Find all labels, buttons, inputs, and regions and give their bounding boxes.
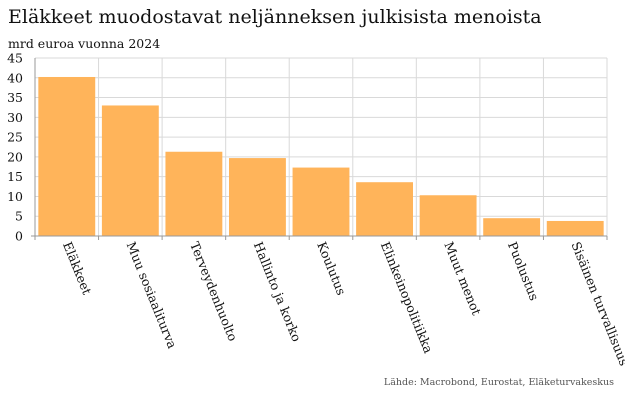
chart-title: Eläkkeet muodostavat neljänneksen julkis… (8, 6, 542, 28)
y-tick-label: 30 (7, 110, 23, 125)
x-tick-label: Koulutus (314, 240, 349, 298)
bar (292, 167, 350, 236)
x-tick-label: Terveydenhuolto (187, 240, 241, 344)
y-tick-label: 5 (15, 209, 23, 224)
y-tick-label: 10 (7, 189, 23, 204)
x-tick-label: Muu sosiaaliturva (124, 240, 181, 352)
y-tick-label: 40 (7, 70, 23, 85)
bar (483, 218, 541, 236)
x-tick-label: Sisäinen turvallisuus (568, 240, 625, 368)
bar (229, 158, 286, 236)
bar (38, 76, 96, 236)
x-tick-label: Eläkkeet (60, 240, 95, 297)
chart-subtitle: mrd euroa vuonna 2024 (8, 36, 161, 51)
y-tick-label: 20 (7, 149, 23, 164)
x-tick-label: Puolustus (505, 240, 542, 303)
bar (419, 195, 477, 236)
bar (546, 220, 604, 236)
axis-layer (31, 58, 608, 240)
y-tick-label: 35 (7, 90, 23, 105)
bar (165, 151, 223, 236)
x-tick-label: Muut menot (441, 240, 484, 318)
source-note: Lähde: Macrobond, Eurostat, Eläketurvake… (383, 377, 614, 388)
bar (356, 182, 413, 236)
bar-layer (38, 76, 604, 236)
x-tick-label: Hallinto ja korko (251, 240, 305, 344)
y-tick-label: 15 (7, 169, 23, 184)
y-tick-label: 25 (7, 130, 23, 145)
x-tick-labels: Eläkkeet Muu sosiaaliturva Terveydenhuolto… (60, 240, 625, 368)
x-tick-label: Elinkeinopolitiikka (378, 240, 437, 356)
y-tick-label: 0 (15, 229, 23, 244)
y-tick-label: 45 (7, 51, 23, 66)
bar (101, 105, 159, 236)
y-tick-labels: 0 5 10 15 20 25 30 35 40 45 (7, 51, 23, 244)
